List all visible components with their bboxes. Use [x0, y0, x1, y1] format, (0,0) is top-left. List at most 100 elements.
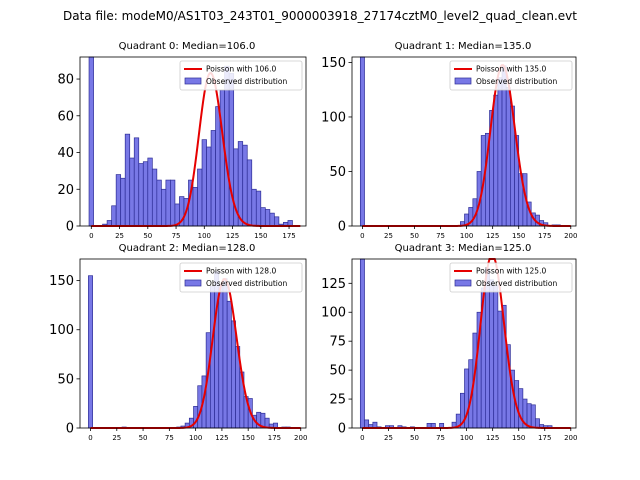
x-tick-label: 25 [112, 434, 121, 442]
histogram-bar [88, 56, 94, 227]
legend-box [179, 262, 303, 293]
histogram-bar [133, 137, 140, 227]
x-tick-label: 100 [189, 434, 202, 442]
legend-bar-swatch [454, 279, 472, 287]
y-tick-label: 25 [329, 393, 346, 408]
plot-frame [351, 258, 577, 429]
y-tick-label: 40 [57, 146, 74, 161]
x-tick-label: 125 [486, 434, 499, 442]
histogram-bar [120, 177, 126, 227]
legend: Poisson with 128.0 Observed distribution [179, 262, 303, 293]
legend-label-poisson: Poisson with 106.0 [206, 65, 276, 74]
x-tick-label: 175 [538, 434, 551, 442]
x-tick-label: 100 [460, 434, 473, 442]
legend-label-poisson: Poisson with 128.0 [206, 267, 276, 276]
histogram-bar [222, 278, 228, 429]
x-tick-label: 0 [360, 232, 364, 240]
panel-quadrant-0: Quadrant 0: Median=106.0 0 25 50 75 100 125 15… [57, 41, 307, 240]
y-tick-label: 80 [57, 73, 74, 88]
histogram-bar [359, 258, 365, 429]
panel-quadrant-1: Quadrant 1: Median=135.0 0 25 50 75 100 125 15… [321, 41, 577, 240]
x-tick-label: 150 [241, 434, 254, 442]
y-tick-label: 50 [329, 165, 346, 180]
x-tick-label: 200 [564, 232, 577, 240]
y-tick-label: 100 [321, 306, 346, 321]
plot-frame [351, 56, 577, 227]
histogram-bar [226, 300, 232, 429]
x-tick-label: 125 [486, 232, 499, 240]
x-tick-label: 175 [282, 232, 295, 240]
histogram-bar [497, 310, 503, 429]
x-tick-label: 150 [512, 434, 525, 442]
histogram-bar [359, 56, 365, 227]
histogram-bar [88, 275, 93, 429]
y-tick-label: 50 [329, 364, 346, 379]
histogram-bar [206, 146, 212, 227]
x-tick-label: 75 [172, 232, 181, 240]
panel-title: Quadrant 3: Median=125.0 [395, 243, 532, 254]
legend-box [449, 60, 573, 91]
y-tick-label: 125 [321, 277, 346, 292]
histogram-bar [218, 285, 224, 429]
legend-box [179, 60, 303, 91]
legend: Poisson with 135.0 Observed distribution [449, 60, 573, 91]
panel-title: Quadrant 2: Median=128.0 [119, 243, 256, 254]
histogram-bar [237, 141, 244, 227]
y-tick-label: 100 [49, 323, 74, 338]
histogram-bar [251, 188, 257, 227]
histogram-bar [170, 179, 176, 227]
histogram-bar [505, 87, 511, 227]
x-tick-label: 0 [360, 434, 364, 442]
histogram-bar [151, 168, 158, 227]
histogram-bar [210, 130, 216, 227]
histogram-bar [165, 179, 171, 227]
x-tick-label: 75 [436, 434, 445, 442]
histogram-bar [497, 77, 503, 227]
histogram-bar [215, 106, 221, 227]
legend-label-observed: Observed distribution [476, 77, 557, 86]
histogram-bar [535, 418, 540, 429]
histogram-bar [147, 157, 153, 227]
histogram-bar [489, 279, 495, 429]
y-tick-label: 0 [338, 422, 346, 437]
x-tick-label: 0 [89, 232, 93, 240]
y-tick-label: 60 [57, 109, 74, 124]
legend-label-poisson: Poisson with 125.0 [476, 267, 546, 276]
histogram-bar [255, 190, 262, 227]
x-tick-label: 50 [410, 434, 419, 442]
x-tick-label: 25 [115, 232, 124, 240]
x-tick-label: 25 [384, 232, 393, 240]
x-tick-label: 125 [226, 232, 239, 240]
legend-label-poisson: Poisson with 135.0 [476, 65, 546, 74]
x-tick-label: 25 [384, 434, 393, 442]
legend-bar-swatch [184, 279, 202, 287]
panel-quadrant-2: Quadrant 2: Median=128.0 0 25 50 75 100 125 15… [49, 243, 307, 442]
y-tick-label: 150 [321, 56, 346, 71]
histogram-bar [219, 89, 225, 227]
x-tick-label: 50 [139, 434, 148, 442]
histogram-bar [156, 179, 162, 227]
poisson-curve [90, 278, 301, 429]
histogram-bar [246, 159, 253, 227]
x-tick-label: 75 [165, 434, 174, 442]
y-tick-label: 100 [321, 110, 346, 125]
legend-bar-swatch [184, 77, 202, 85]
histogram-bar [115, 174, 122, 227]
x-tick-label: 100 [460, 232, 473, 240]
x-tick-label: 125 [215, 434, 228, 442]
histogram-bar [518, 388, 524, 429]
histogram-bar [242, 144, 248, 227]
histogram-bar [493, 94, 499, 227]
x-tick-label: 200 [294, 434, 307, 442]
histogram-bar [138, 163, 144, 227]
histogram-bar [201, 139, 207, 227]
x-tick-label: 150 [254, 232, 267, 240]
legend-label-observed: Observed distribution [476, 279, 557, 288]
legend: Poisson with 106.0 Observed distribution [179, 60, 303, 91]
histogram-bar [530, 404, 536, 429]
histogram-bar [129, 157, 135, 227]
histogram-bar [192, 187, 198, 227]
x-tick-label: 175 [538, 232, 551, 240]
y-tick-label: 0 [338, 220, 346, 235]
